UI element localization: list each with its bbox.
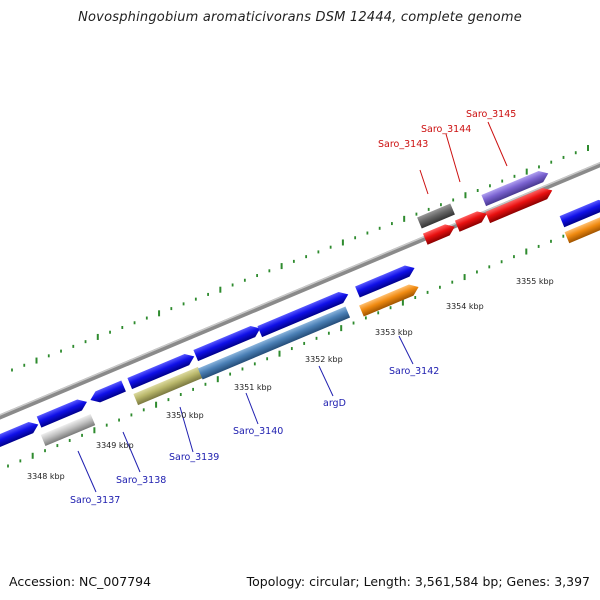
gene-arrow-orange-2[interactable] [564, 212, 600, 244]
gene-arrow-red-2[interactable] [454, 208, 489, 232]
gene-arrow-gray[interactable] [40, 414, 96, 446]
gene-arrow-blue-6[interactable] [257, 289, 350, 338]
gene-arrow-purple-shape[interactable] [481, 168, 550, 207]
gene-label-argd[interactable]: argD [323, 398, 346, 409]
scale-label: 3348 kbp [27, 472, 65, 481]
gene-arrow-blue-3-shape[interactable] [88, 380, 126, 405]
upper-tick-track [11, 145, 589, 372]
gene-labels: Saro_3137 Saro_3138 Saro_3139 Saro_3140 argD… [70, 109, 516, 506]
gene-arrow-blue-2-shape[interactable] [36, 396, 90, 428]
gene-features [0, 168, 600, 448]
gene-arrow-orange-2-shape[interactable] [564, 212, 600, 244]
gene-arrow-purple[interactable] [481, 168, 550, 207]
gene-arrow-steel[interactable] [197, 306, 351, 380]
leader-line [318, 365, 334, 397]
gene-label-saro-3137[interactable]: Saro_3137 [70, 495, 120, 506]
gene-arrow-blue-6-shape[interactable] [257, 289, 350, 338]
gene-label-saro-3145[interactable]: Saro_3145 [466, 109, 516, 120]
gene-arrow-khaki-shape[interactable] [133, 366, 203, 406]
gene-arrow-red-3[interactable] [485, 185, 554, 224]
leader-line [77, 450, 97, 493]
gene-label-saro-3143[interactable]: Saro_3143 [378, 139, 428, 150]
genome-summary-text: Topology: circular; Length: 3,561,584 bp… [246, 574, 590, 589]
leader-line [419, 169, 429, 195]
gene-arrow-red-1[interactable] [422, 221, 457, 245]
gene-arrow-blue-1-shape[interactable] [0, 419, 41, 448]
leader-line [398, 335, 414, 365]
scale-label: 3355 kbp [516, 277, 554, 286]
gene-arrow-blue-2[interactable] [36, 396, 90, 428]
gene-arrow-blue-7[interactable] [355, 262, 417, 298]
gene-arrow-blue-8[interactable] [559, 197, 600, 228]
gene-arrow-dgray-shape[interactable] [417, 203, 455, 229]
gene-arrow-blue-4[interactable] [127, 351, 196, 390]
gene-arrow-red-2-shape[interactable] [454, 208, 489, 232]
gene-arrow-blue-1[interactable] [0, 419, 41, 448]
gene-label-saro-3138[interactable]: Saro_3138 [116, 475, 166, 486]
accession-text: Accession: NC_007794 [9, 574, 152, 589]
gene-label-saro-3144[interactable]: Saro_3144 [421, 124, 471, 135]
scale-label: 3351 kbp [234, 383, 272, 392]
gene-arrow-blue-5[interactable] [193, 323, 262, 362]
gene-arrow-blue-5-shape[interactable] [193, 323, 262, 362]
gene-label-saro-3139[interactable]: Saro_3139 [169, 452, 219, 463]
gene-arrow-steel-shape[interactable] [197, 306, 351, 380]
gene-arrow-orange-1[interactable] [359, 281, 421, 317]
scale-label: 3352 kbp [305, 355, 343, 364]
backbone-highlight [0, 96, 600, 486]
scale-label: 3353 kbp [375, 328, 413, 337]
label-leader-lines [77, 121, 508, 493]
map-title: Novosphingobium aromaticivorans DSM 1244… [78, 10, 522, 25]
gene-arrow-blue-8-shape[interactable] [559, 197, 600, 228]
leader-line [487, 121, 508, 167]
gene-label-saro-3140[interactable]: Saro_3140 [233, 426, 283, 437]
gene-arrow-khaki[interactable] [133, 366, 203, 406]
gene-arrow-red-1-shape[interactable] [422, 221, 457, 245]
scale-label: 3354 kbp [446, 302, 484, 311]
gene-arrow-gray-shape[interactable] [40, 414, 96, 446]
scale-labels: 3348 kbp 3349 kbp 3350 kbp 3351 kbp 3352 kbp… [27, 277, 554, 481]
gene-arrow-red-3-shape[interactable] [485, 185, 554, 224]
leader-line [179, 406, 194, 453]
gene-arrow-blue-4-shape[interactable] [127, 351, 196, 390]
gene-arrow-orange-1-shape[interactable] [359, 281, 421, 317]
gene-label-saro-3142[interactable]: Saro_3142 [389, 366, 439, 377]
backbone [0, 96, 600, 489]
scale-label: 3349 kbp [96, 441, 134, 450]
leader-line [445, 133, 461, 183]
gene-arrow-blue-3[interactable] [88, 380, 126, 405]
lower-tick-track [7, 223, 589, 468]
gene-arrow-dgray[interactable] [417, 203, 455, 229]
scale-label: 3350 kbp [166, 411, 204, 420]
gene-arrow-blue-7-shape[interactable] [355, 262, 417, 298]
leader-line [122, 431, 141, 473]
leader-line [245, 392, 259, 425]
backbone-line [0, 96, 600, 489]
